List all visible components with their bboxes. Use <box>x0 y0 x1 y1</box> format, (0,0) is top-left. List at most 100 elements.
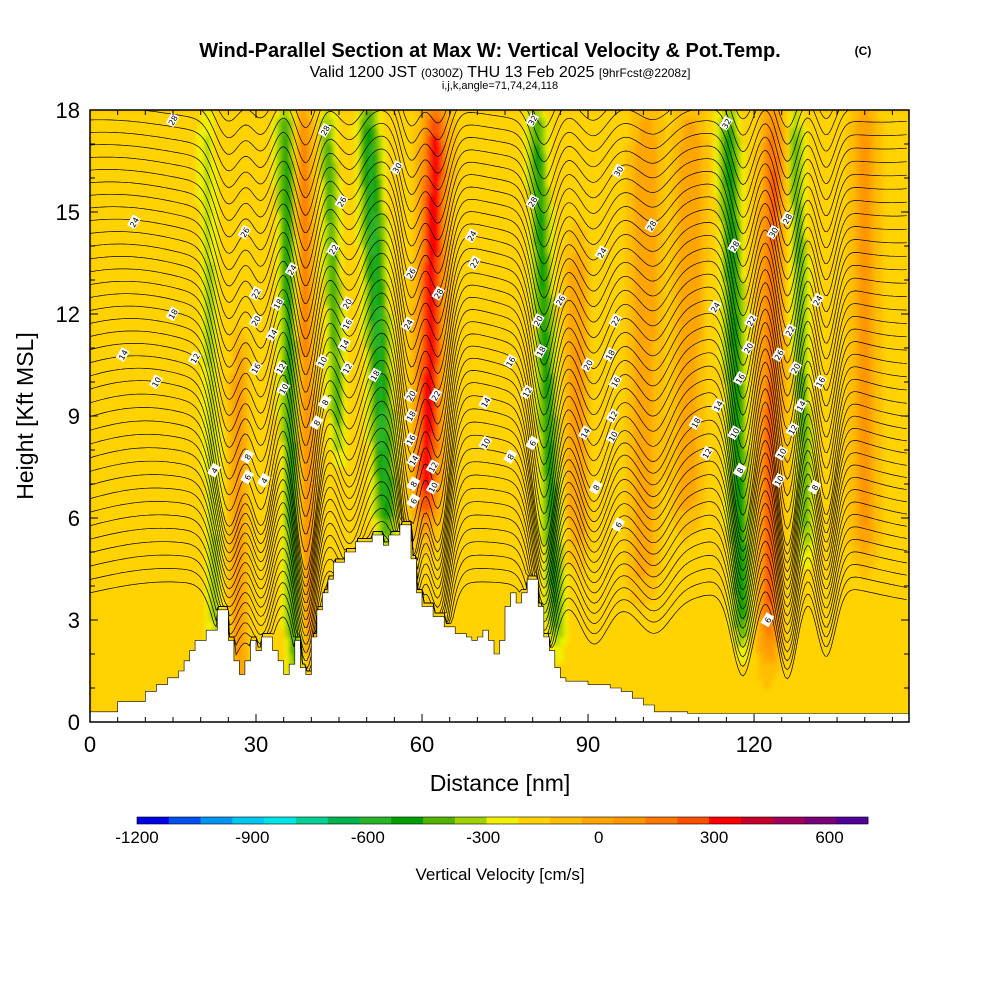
svg-text:20: 20 <box>532 314 545 327</box>
colorbar-bin <box>264 817 297 824</box>
x-tick-label: 60 <box>410 732 434 757</box>
contour-label: 20 <box>248 313 263 328</box>
contour-label: 8 <box>588 479 603 495</box>
terrain-mask <box>89 524 910 723</box>
colorbar-tick-label: -600 <box>351 828 385 847</box>
y-tick-label: 6 <box>68 506 80 531</box>
svg-text:26: 26 <box>239 226 252 239</box>
subtitle-forecast: [9hrFcst@2208z] <box>599 66 691 80</box>
colorbar-bin <box>581 817 615 824</box>
contour-label: 14 <box>710 398 725 413</box>
svg-text:16: 16 <box>250 362 263 375</box>
svg-text:14: 14 <box>795 399 808 412</box>
contour-label: 14 <box>406 452 421 468</box>
colorbar-bin <box>518 817 551 824</box>
x-tick-label: 90 <box>576 732 600 757</box>
theta-contour-line <box>90 305 907 464</box>
svg-text:8: 8 <box>592 483 602 492</box>
contour-label: 14 <box>337 336 351 352</box>
svg-text:32: 32 <box>527 114 540 127</box>
contour-label: 28 <box>431 285 446 301</box>
y-tick-label: 18 <box>56 98 80 123</box>
theta-contour-line <box>90 231 907 357</box>
y-axis-ticks: 0 3 6 9 12 15 18 <box>56 98 909 735</box>
theta-contour-line <box>90 293 907 446</box>
colorbar-bin <box>804 817 837 824</box>
colorbar-tick-label: 600 <box>815 828 843 847</box>
theta-contour-line <box>90 407 907 587</box>
contour-label: 4 <box>256 472 271 488</box>
theta-contour-line <box>90 393 907 579</box>
contour-label: 12 <box>699 445 714 461</box>
contour-label: 14 <box>793 398 808 413</box>
svg-text:24: 24 <box>402 318 415 331</box>
svg-text:10: 10 <box>773 474 786 487</box>
colorbar-bin <box>550 817 583 824</box>
contour-label: 24 <box>464 228 479 243</box>
svg-text:16: 16 <box>405 433 418 446</box>
theta-contour-line <box>90 501 907 645</box>
theta-contour-line <box>218 110 834 128</box>
contour-label: 22 <box>467 255 481 271</box>
svg-text:16: 16 <box>610 376 623 389</box>
colorbar-label: Vertical Velocity [cm/s] <box>415 865 584 884</box>
contour-label: 16 <box>608 374 623 390</box>
svg-text:20: 20 <box>341 297 354 310</box>
svg-text:24: 24 <box>596 246 609 259</box>
theta-contour-line <box>90 181 907 287</box>
contour-label: 6 <box>240 469 255 485</box>
y-tick-label: 15 <box>56 200 80 225</box>
theta-contour-line <box>90 268 907 411</box>
subtitle-utc: (0300Z) <box>421 66 463 80</box>
contour-label: 16 <box>339 316 354 332</box>
svg-text:22: 22 <box>430 389 443 402</box>
contour-label: 20 <box>530 313 545 328</box>
theta-contour-line <box>90 514 907 653</box>
contour-label: 24 <box>126 214 141 230</box>
svg-text:22: 22 <box>327 243 340 256</box>
contour-label: 6 <box>760 612 775 628</box>
svg-text:28: 28 <box>433 287 446 300</box>
theta-contour-line <box>90 487 907 637</box>
contour-label: 32 <box>719 115 733 131</box>
svg-text:10: 10 <box>729 427 742 440</box>
svg-text:12: 12 <box>189 352 202 365</box>
colorbar-bin <box>486 817 519 824</box>
contour-label: 28 <box>727 238 742 254</box>
svg-text:14: 14 <box>117 348 130 361</box>
contour-label: 12 <box>785 421 800 437</box>
theta-contour-line <box>138 110 907 181</box>
indices-line: i,j,k,angle=71,74,24,118 <box>442 80 558 92</box>
svg-text:22: 22 <box>745 314 758 327</box>
contour-label: 24 <box>594 245 609 260</box>
svg-text:22: 22 <box>610 314 623 327</box>
contour-label: 26 <box>334 194 349 209</box>
copyright-mark: (C) <box>855 44 872 58</box>
x-axis-label: Distance [nm] <box>430 770 571 796</box>
svg-text:18: 18 <box>535 345 548 358</box>
contour-label: 14 <box>478 394 493 410</box>
svg-text:30: 30 <box>612 165 625 178</box>
contour-label: 28 <box>644 217 659 233</box>
theta-contour-line <box>90 131 907 216</box>
contour-label: 24 <box>707 299 722 315</box>
svg-text:18: 18 <box>690 416 703 429</box>
svg-text:8: 8 <box>735 466 745 475</box>
svg-text:28: 28 <box>646 219 659 232</box>
colorbar-bin <box>391 817 424 824</box>
contour-label: 12 <box>519 384 534 400</box>
contour-label: 24 <box>810 292 825 308</box>
subtitle-valid: Valid 1200 JST <box>310 64 418 81</box>
contour-label: 6 <box>525 435 540 451</box>
theta-contour-line <box>90 218 907 340</box>
svg-text:4: 4 <box>210 466 220 475</box>
svg-text:20: 20 <box>742 342 755 355</box>
contour-label: 10 <box>315 353 329 369</box>
theta-contour-line <box>90 318 907 482</box>
svg-text:22: 22 <box>250 287 263 300</box>
contour-label: 18 <box>270 296 285 311</box>
contour-label: 18 <box>602 347 617 362</box>
x-tick-label: 0 <box>84 732 96 757</box>
theta-contour-line <box>200 110 850 163</box>
contour-label: 10 <box>774 445 789 461</box>
